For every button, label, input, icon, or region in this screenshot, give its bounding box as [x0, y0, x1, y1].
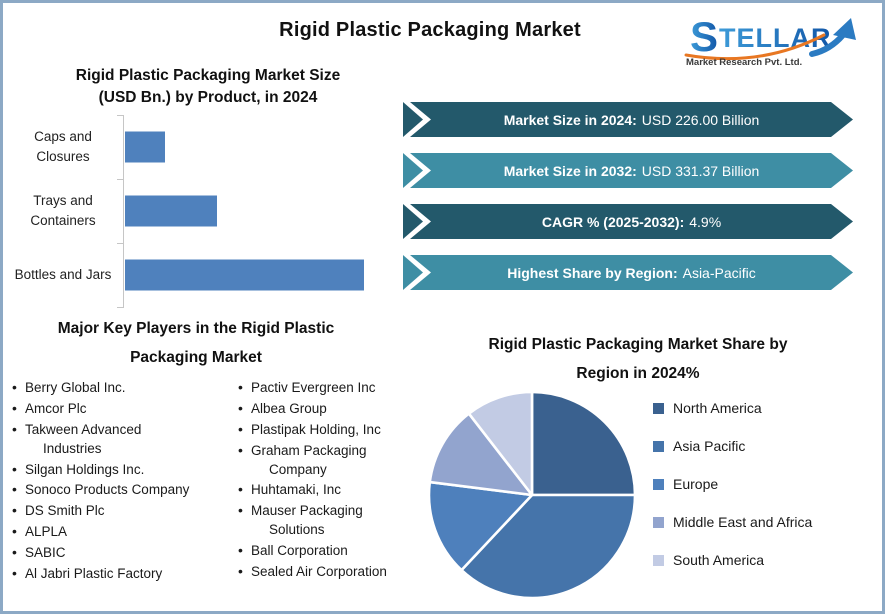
- legend-swatch-icon: [653, 402, 664, 414]
- list-item: Amcor Plc: [11, 399, 203, 419]
- logo-tagline: Market Research Pvt. Ltd.: [686, 57, 802, 68]
- list-item: Silgan Holdings Inc.: [11, 460, 203, 480]
- bar-row-trays-and-containers: Trays and Containers: [11, 179, 391, 243]
- bar-track: [125, 195, 391, 227]
- banner-body: Market Size in 2032: USD 331.37 Billion: [410, 153, 853, 188]
- stellar-logo: S TELLAR Market Research Pvt. Ltd.: [684, 13, 856, 68]
- legend-item-south-america: South America: [653, 549, 812, 571]
- bar-caps-and-closures: [125, 131, 166, 163]
- bar-chart: Caps and Closures Trays and Containers B…: [11, 115, 391, 308]
- legend-item-asia-pacific: Asia Pacific: [653, 435, 812, 457]
- axis-tick: [117, 115, 124, 116]
- legend-label: North America: [673, 400, 762, 416]
- list-item: Pactiv Evergreen Inc: [237, 378, 403, 398]
- axis-tick: [117, 179, 124, 180]
- banner-value: USD 331.37 Billion: [641, 162, 760, 179]
- bar-chart-axis: [123, 115, 124, 308]
- legend-label: Asia Pacific: [673, 438, 746, 454]
- bar-category-label: Caps and Closures: [34, 128, 92, 164]
- banner-value: 4.9%: [689, 213, 722, 230]
- pie-chart-title: Rigid Plastic Packaging Market Share by …: [488, 336, 788, 382]
- legend-swatch-icon: [653, 440, 664, 452]
- banner-label: Market Size in 2032:: [503, 162, 637, 179]
- banner-label: Market Size in 2024:: [503, 111, 637, 128]
- pie-slice-europe: [427, 480, 534, 572]
- list-item: Sealed Air Corporation: [237, 562, 403, 582]
- bar-track: [125, 131, 391, 163]
- list-item: SABIC: [11, 543, 203, 563]
- list-item: Takween Advanced Industries: [11, 420, 203, 459]
- banner-label: CAGR % (2025-2032):: [541, 213, 685, 230]
- bar-bottles-and-jars: [125, 259, 365, 291]
- bar-row-bottles-and-jars: Bottles and Jars: [11, 243, 391, 307]
- legend-label: South America: [673, 552, 765, 568]
- bar-trays-and-containers: [125, 195, 218, 227]
- axis-tick: [117, 243, 124, 244]
- legend-swatch-icon: [653, 478, 664, 490]
- bar-chart-title: Rigid Plastic Packaging Market Size (USD…: [75, 67, 341, 107]
- pie-chart: [425, 388, 639, 602]
- page-title: Rigid Plastic Packaging Market: [279, 19, 581, 41]
- bar-category-label: Trays and Containers: [30, 192, 96, 228]
- logo-initial: S: [690, 13, 718, 60]
- list-item: Sonoco Products Company: [11, 480, 203, 500]
- list-item: Ball Corporation: [237, 541, 403, 561]
- list-item: DS Smith Plc: [11, 501, 203, 521]
- list-item: Huhtamaki, Inc: [237, 480, 403, 500]
- legend-label: Middle East and Africa: [673, 514, 813, 530]
- legend-swatch-icon: [653, 516, 664, 528]
- banner-value: Asia-Pacific: [682, 264, 756, 281]
- legend-swatch-icon: [653, 554, 664, 566]
- key-players-lists: Berry Global Inc. Amcor Plc Takween Adva…: [11, 378, 403, 586]
- axis-tick: [117, 307, 124, 308]
- bar-track: [125, 259, 391, 291]
- banner-value: USD 226.00 Billion: [641, 111, 760, 128]
- list-item: Mauser Packaging Solutions: [237, 501, 403, 540]
- banner-label: Highest Share by Region:: [507, 264, 678, 281]
- pie-legend: North America Asia Pacific Europe Middle Ea…: [653, 397, 812, 587]
- list-item: Berry Global Inc.: [11, 378, 203, 398]
- logo-arrow-tail-icon: [809, 32, 846, 57]
- pie-slice-middle-east-and-africa: [428, 412, 534, 497]
- stat-banner-market-size-2024: Market Size in 2024: USD 226.00 Billion: [403, 102, 853, 137]
- key-players-column-2: Pactiv Evergreen Inc Albea Group Plastip…: [237, 378, 403, 586]
- banner-body: CAGR % (2025-2032): 4.9%: [410, 204, 853, 239]
- stat-banner-cagr: CAGR % (2025-2032): 4.9%: [403, 204, 853, 239]
- legend-label: Europe: [673, 476, 719, 492]
- logo-orange-swoosh-icon: [684, 33, 826, 61]
- stat-banners: Market Size in 2024: USD 226.00 Billion …: [403, 102, 853, 306]
- bar-row-caps-and-closures: Caps and Closures: [11, 115, 391, 179]
- list-item: Albea Group: [237, 399, 403, 419]
- legend-item-middle-east-and-africa: Middle East and Africa: [653, 511, 812, 533]
- bar-category-label: Bottles and Jars: [14, 266, 112, 282]
- stat-banner-market-size-2032: Market Size in 2032: USD 331.37 Billion: [403, 153, 853, 188]
- stat-banner-highest-share-region: Highest Share by Region: Asia-Pacific: [403, 255, 853, 290]
- list-item: Al Jabri Plastic Factory: [11, 564, 203, 584]
- pie-slice-north-america: [530, 390, 637, 497]
- key-players-heading: Major Key Players in the Rigid Plastic P…: [57, 320, 335, 366]
- list-item: Graham Packaging Company: [237, 441, 403, 480]
- logo-brand-rest: TELLAR: [719, 23, 831, 53]
- legend-item-europe: Europe: [653, 473, 812, 495]
- banner-body: Market Size in 2024: USD 226.00 Billion: [410, 102, 853, 137]
- pie-slice-south-america: [467, 390, 534, 497]
- pie-slice-asia-pacific: [460, 493, 637, 600]
- list-item: Plastipak Holding, Inc: [237, 420, 403, 440]
- banner-body: Highest Share by Region: Asia-Pacific: [410, 255, 853, 290]
- logo-arrow-head-icon: [833, 18, 856, 40]
- key-players-column-1: Berry Global Inc. Amcor Plc Takween Adva…: [11, 378, 203, 586]
- list-item: ALPLA: [11, 522, 203, 542]
- legend-item-north-america: North America: [653, 397, 812, 419]
